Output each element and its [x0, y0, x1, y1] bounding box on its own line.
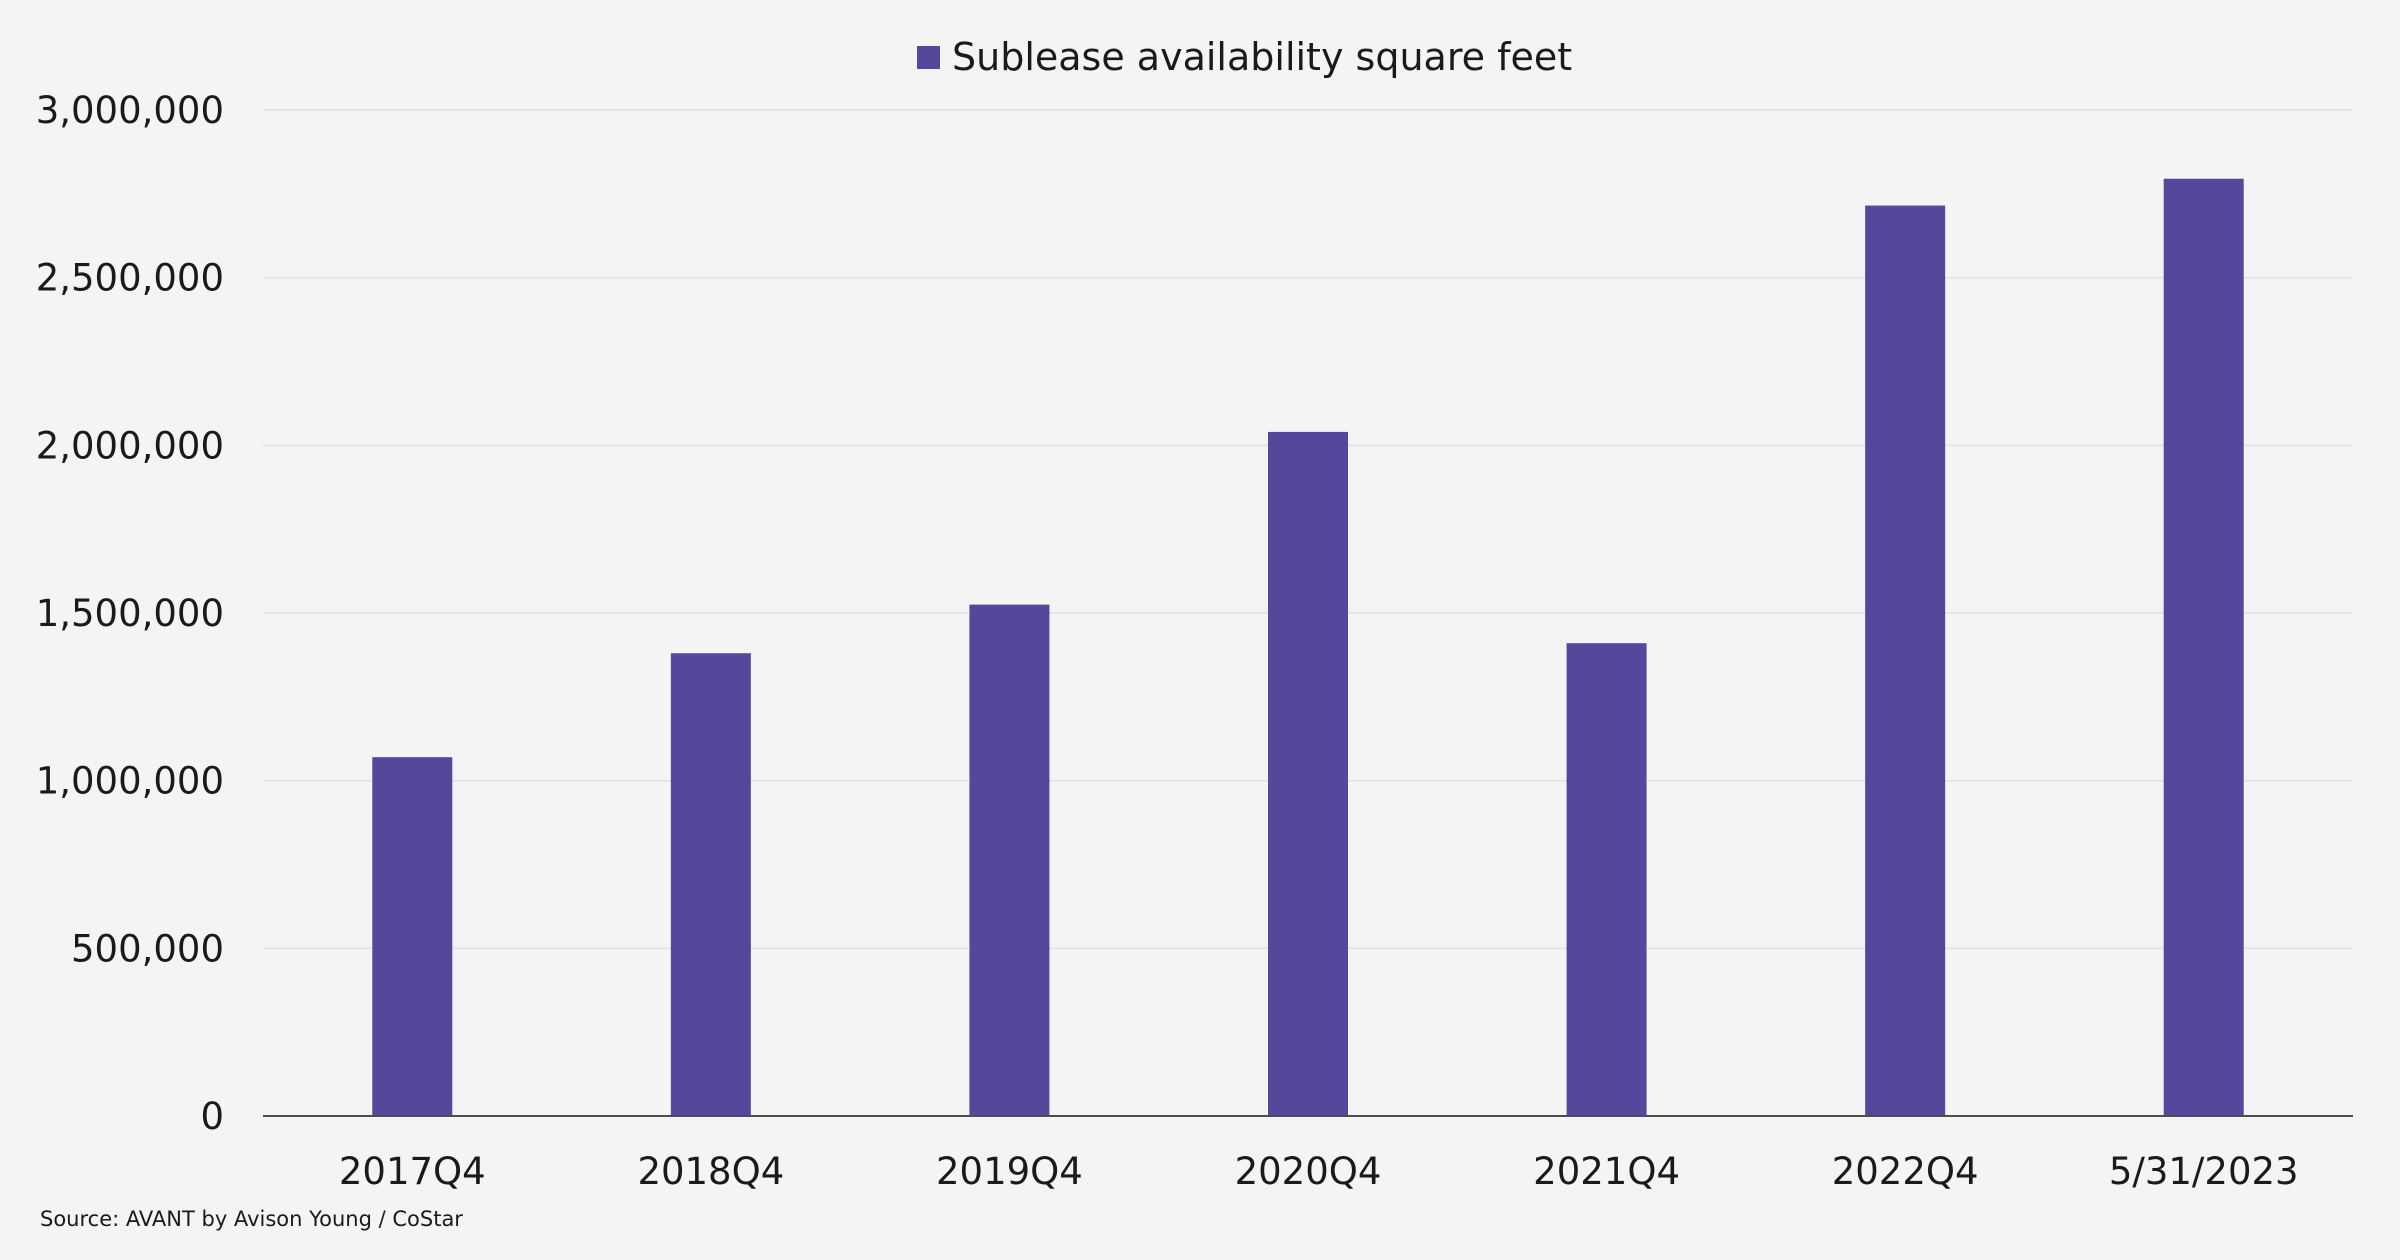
bar: [372, 757, 453, 1116]
y-tick-label: 2,500,000: [36, 257, 224, 300]
x-tick-label: 2020Q4: [1235, 1150, 1382, 1193]
x-tick-label: 2018Q4: [637, 1150, 784, 1193]
legend-swatch: [917, 46, 940, 69]
bars: [372, 178, 2244, 1116]
y-tick-label: 2,000,000: [36, 424, 224, 467]
source-note: Source: AVANT by Avison Young / CoStar: [40, 1207, 463, 1231]
legend-label: Sublease availability square feet: [952, 35, 1572, 79]
bar: [1566, 643, 1647, 1116]
x-tick-label: 2017Q4: [339, 1150, 486, 1193]
y-tick-label: 0: [200, 1095, 224, 1138]
y-axis-tick-labels: 0 500,000 1,000,000 1,500,000 2,000,000 2,500…: [36, 89, 224, 1138]
x-axis-tick-labels: 2017Q4 2018Q4 2019Q4 2020Q4 2021Q4 2022Q4 5/31…: [339, 1150, 2299, 1193]
bar: [1268, 431, 1348, 1116]
y-tick-label: 1,500,000: [36, 592, 224, 635]
y-tick-label: 3,000,000: [36, 89, 224, 132]
legend: Sublease availability square feet: [917, 35, 1572, 79]
y-tick-label: 1,000,000: [36, 760, 224, 803]
x-tick-label: 2019Q4: [936, 1150, 1083, 1193]
bar: [670, 653, 751, 1116]
x-tick-label: 2022Q4: [1832, 1150, 1979, 1193]
x-tick-label: 2021Q4: [1533, 1150, 1680, 1193]
bar: [2163, 178, 2244, 1116]
y-tick-label: 500,000: [71, 927, 224, 970]
bar: [1865, 205, 1946, 1116]
x-tick-label: 5/31/2023: [2109, 1150, 2299, 1193]
bar: [969, 604, 1050, 1116]
